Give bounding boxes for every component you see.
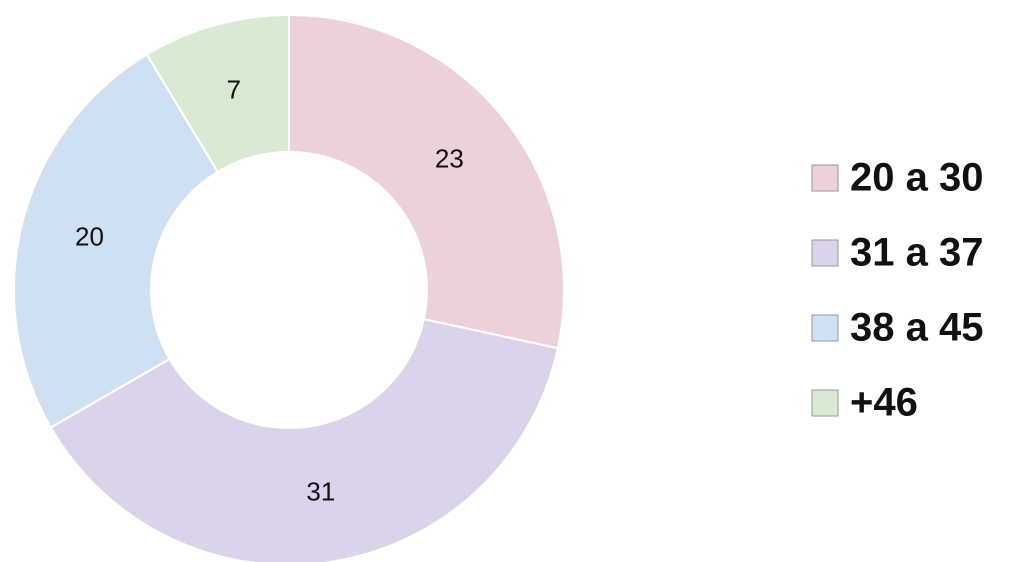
donut-slice bbox=[145, 13, 290, 174]
legend-label: 38 a 45 bbox=[850, 306, 983, 350]
legend-swatch bbox=[811, 314, 839, 342]
data-label: 23 bbox=[435, 144, 464, 174]
legend-swatch bbox=[811, 239, 839, 267]
data-label: 31 bbox=[306, 476, 335, 506]
legend-swatch bbox=[811, 164, 839, 192]
legend-label: 31 a 37 bbox=[850, 231, 983, 275]
data-label: 20 bbox=[75, 221, 104, 251]
donut-slice bbox=[13, 53, 220, 429]
legend-label: +46 bbox=[850, 381, 918, 425]
donut-slice bbox=[288, 13, 565, 350]
legend-swatch bbox=[811, 389, 839, 417]
data-label: 7 bbox=[227, 74, 241, 104]
legend-label: 20 a 30 bbox=[850, 156, 983, 200]
donut-slice bbox=[49, 318, 559, 562]
